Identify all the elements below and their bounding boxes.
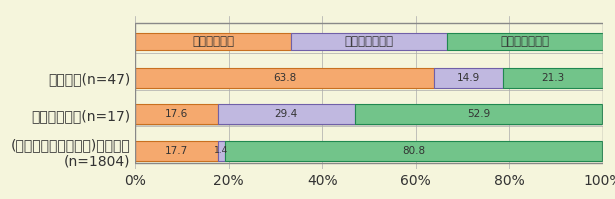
Text: 80.8: 80.8 <box>402 146 425 156</box>
FancyBboxPatch shape <box>503 69 603 89</box>
Text: 14.9: 14.9 <box>457 73 480 83</box>
FancyBboxPatch shape <box>135 142 218 162</box>
FancyBboxPatch shape <box>434 68 503 88</box>
FancyBboxPatch shape <box>355 106 602 126</box>
FancyBboxPatch shape <box>218 141 224 161</box>
FancyBboxPatch shape <box>224 141 602 161</box>
FancyBboxPatch shape <box>218 142 224 162</box>
FancyBboxPatch shape <box>135 68 434 88</box>
Text: 52.9: 52.9 <box>467 109 490 119</box>
Text: 29.4: 29.4 <box>275 109 298 119</box>
FancyBboxPatch shape <box>218 104 355 124</box>
FancyBboxPatch shape <box>447 34 603 52</box>
Text: 設置している: 設置している <box>192 35 234 48</box>
Text: 17.7: 17.7 <box>165 146 188 156</box>
Text: 17.6: 17.6 <box>165 109 188 119</box>
Text: 21.3: 21.3 <box>541 73 565 83</box>
Text: 設置予定である: 設置予定である <box>344 35 394 48</box>
FancyBboxPatch shape <box>291 33 447 50</box>
FancyBboxPatch shape <box>135 104 218 124</box>
FancyBboxPatch shape <box>135 34 291 52</box>
FancyBboxPatch shape <box>355 104 602 124</box>
FancyBboxPatch shape <box>135 106 218 126</box>
FancyBboxPatch shape <box>135 69 434 89</box>
Text: 63.8: 63.8 <box>273 73 296 83</box>
FancyBboxPatch shape <box>447 33 603 50</box>
Text: 設置していない: 設置していない <box>500 35 549 48</box>
FancyBboxPatch shape <box>135 141 218 161</box>
FancyBboxPatch shape <box>292 34 447 52</box>
FancyBboxPatch shape <box>503 68 603 88</box>
FancyBboxPatch shape <box>224 142 602 162</box>
FancyBboxPatch shape <box>434 69 503 89</box>
FancyBboxPatch shape <box>218 106 355 126</box>
FancyBboxPatch shape <box>135 33 291 50</box>
Text: 1.4: 1.4 <box>214 146 228 155</box>
